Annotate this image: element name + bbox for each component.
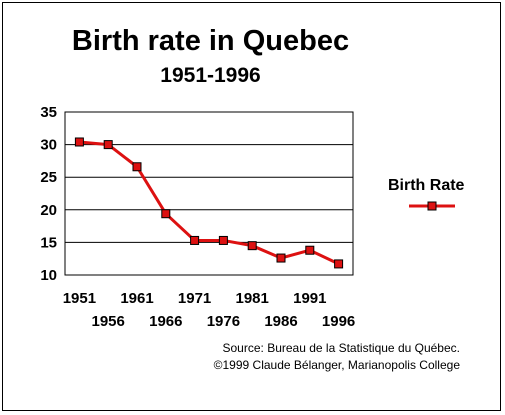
legend-label: Birth Rate [388, 177, 465, 194]
y-tick-label: 20 [40, 202, 57, 219]
data-point [132, 162, 142, 172]
x-tick-label: 1986 [264, 313, 297, 330]
chart-title: Birth rate in Quebec [71, 25, 350, 57]
data-point [190, 235, 200, 245]
y-tick-label: 35 [40, 104, 57, 121]
x-tick-label: 1971 [178, 290, 211, 307]
data-point [161, 209, 171, 219]
data-point [247, 241, 257, 251]
series-birth-rate [74, 137, 344, 269]
x-tick-label: 1951 [63, 290, 96, 307]
x-tick-label: 1956 [92, 313, 125, 330]
data-point [305, 245, 315, 255]
x-tick-label: 1976 [207, 313, 240, 330]
data-point [74, 137, 84, 147]
legend-marker [427, 201, 437, 211]
y-tick-label: 15 [40, 234, 57, 251]
y-axis-ticks: 10 15 20 25 30 35 [40, 104, 57, 284]
x-tick-label: 1991 [293, 290, 326, 307]
source-note: Source: Bureau de la Statistique du Québ… [222, 341, 461, 355]
legend-swatch [409, 201, 455, 211]
series-line [79, 140, 340, 266]
x-tick-label: 1981 [236, 290, 269, 307]
plot-area [64, 111, 354, 276]
y-tick-label: 30 [40, 137, 57, 154]
y-tick-label: 25 [40, 169, 57, 186]
line-chart: 10 15 20 25 30 35 1951 1956 1961 1966 1971 1976 198… [40, 104, 455, 330]
y-tick-label: 10 [40, 267, 57, 284]
x-axis-ticks: 1951 1956 1961 1966 1971 1976 1981 1986 1991 1996 [63, 290, 356, 330]
chart-frame: Birth rate in Quebec 1951-1996 10 15 20 25 3… [2, 2, 501, 411]
chart-subtitle: 1951-1996 [160, 64, 261, 87]
data-point [276, 253, 286, 263]
x-tick-label: 1961 [120, 290, 153, 307]
x-tick-label: 1996 [322, 313, 355, 330]
x-tick-label: 1966 [149, 313, 182, 330]
data-point [334, 259, 344, 269]
data-point [103, 140, 113, 150]
data-point [218, 235, 228, 245]
copyright-note: ©1999 Claude Bélanger, Marianopolis Coll… [213, 358, 460, 372]
